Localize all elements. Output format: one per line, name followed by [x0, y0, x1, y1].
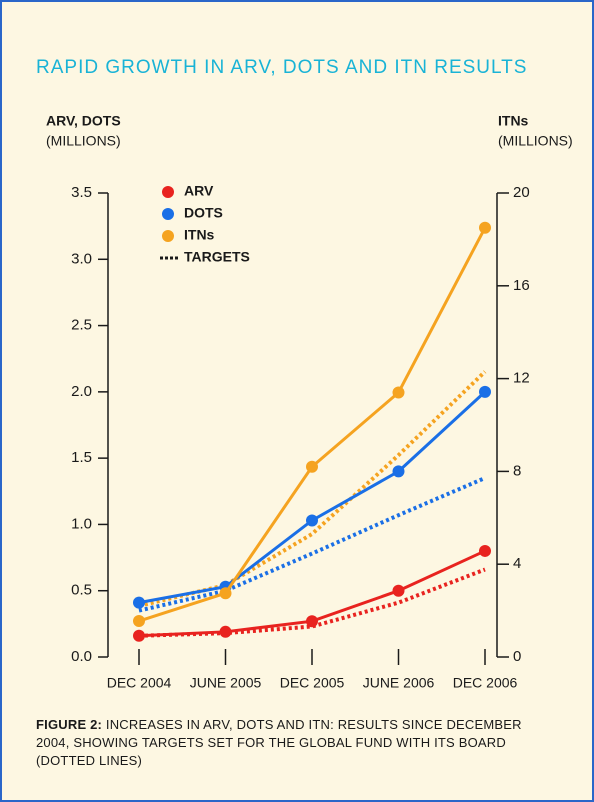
legend-marker	[162, 230, 174, 242]
y2-tick-label: 8	[513, 462, 521, 479]
target-line	[138, 476, 486, 613]
data-point	[306, 615, 318, 628]
x-tick-label: DEC 2004	[107, 675, 172, 691]
caption: FIGURE 2: INCREASES IN ARV, DOTS AND ITN…	[36, 716, 536, 770]
y-tick-label: 1.0	[71, 515, 92, 532]
legend-label: DOTS	[184, 205, 223, 221]
x-tick-label: JUNE 2005	[190, 675, 262, 691]
series-line	[138, 390, 487, 605]
x-tick-label: DEC 2006	[453, 675, 518, 691]
legend-marker	[162, 186, 174, 198]
y-tick-label: 3.5	[71, 184, 92, 201]
data-point	[306, 460, 318, 473]
y-tick-label: 1.5	[71, 449, 92, 466]
data-point	[392, 386, 405, 399]
y2-tick-label: 4	[513, 555, 521, 572]
caption-label: FIGURE 2:	[36, 717, 103, 732]
y-tick-label: 2.5	[71, 317, 92, 334]
y2-tick-label: 0	[513, 648, 521, 665]
data-point	[133, 615, 145, 628]
y-axis-label: ARV, DOTS	[46, 113, 121, 129]
data-point	[392, 465, 405, 478]
y-tick-label: 3.0	[71, 250, 92, 267]
data-point	[479, 544, 491, 557]
y-tick-label: 2.0	[71, 383, 92, 400]
y-axis-unit: (MILLIONS)	[46, 133, 121, 149]
legend-label: ARV	[184, 183, 214, 199]
legend-marker	[162, 208, 174, 220]
data-point	[219, 587, 232, 600]
legend-label: TARGETS	[184, 249, 250, 265]
legend-label: ITNs	[184, 227, 215, 243]
y-tick-label: 0.5	[71, 582, 92, 599]
y2-axis-label: ITNs	[498, 113, 529, 129]
y2-tick-label: 16	[513, 277, 530, 294]
y2-tick-label: 20	[513, 184, 530, 201]
data-point	[479, 385, 491, 398]
series-line	[138, 227, 487, 623]
data-point	[392, 584, 405, 597]
data-point	[133, 596, 145, 609]
y-tick-label: 0.0	[71, 648, 92, 665]
data-point	[479, 221, 491, 234]
y2-tick-label: 12	[513, 370, 530, 387]
data-point	[219, 625, 232, 638]
data-point	[306, 514, 318, 527]
target-line	[138, 370, 487, 608]
chart-title: RAPID GROWTH IN ARV, DOTS AND ITN RESULT…	[36, 57, 527, 78]
data-point	[133, 629, 145, 642]
x-tick-label: JUNE 2006	[363, 675, 435, 691]
x-tick-label: DEC 2005	[280, 675, 345, 691]
y2-axis-unit: (MILLIONS)	[498, 133, 573, 149]
caption-text: INCREASES IN ARV, DOTS AND ITN: RESULTS …	[36, 717, 522, 768]
